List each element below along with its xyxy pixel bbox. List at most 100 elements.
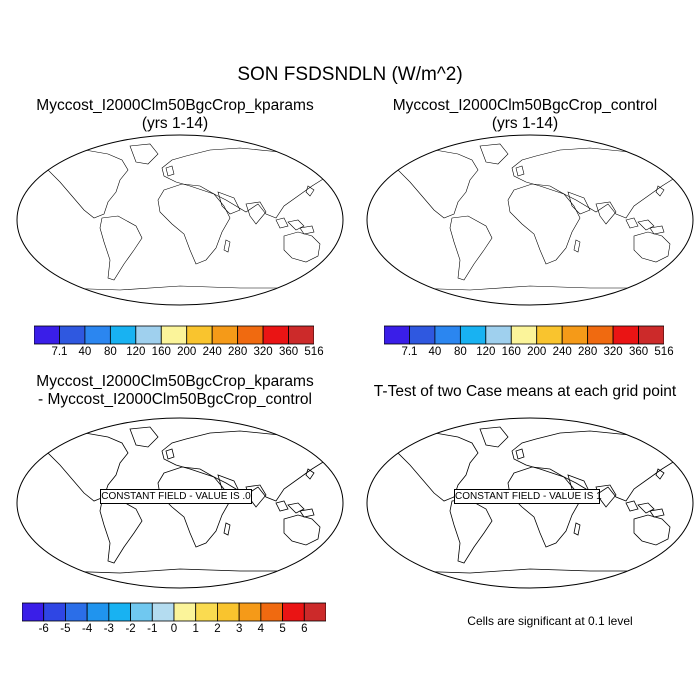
colorbar-top-right-label: 80	[453, 346, 467, 358]
colorbar-top-right-label: 516	[654, 346, 674, 358]
colorbar-bottom-label: 4	[257, 623, 265, 635]
colorbar-top-left-label: 7.1	[51, 346, 68, 358]
colorbar-top-left-box-5	[160, 325, 188, 345]
colorbar-top-left-box-10	[288, 325, 314, 345]
panel3-coastlines	[17, 426, 343, 588]
panel2-title: Myccost_I2000Clm50BgcCrop_control (yrs 1…	[350, 97, 700, 133]
panel3-constant-field-label: CONSTANT FIELD - VALUE IS .0	[100, 489, 252, 504]
colorbar-bottom-box-4	[108, 602, 131, 622]
colorbar-top-right-label: 360	[628, 346, 649, 358]
panel1-globe-outline	[16, 134, 344, 306]
panel1-title-line1: Myccost_I2000Clm50BgcCrop_kparams	[36, 97, 314, 114]
colorbar-bottom-labels: -6 -5 -4 -3 -2 -1 0 1 2 3 4 5 6	[22, 623, 326, 639]
panel4-globe-outline	[366, 417, 694, 589]
colorbar-top-left-label: 120	[126, 346, 146, 358]
colorbar-top-right-label: 240	[552, 346, 572, 358]
colorbar-top-right-box-0	[384, 325, 410, 345]
colorbar-top-left-label: 80	[103, 346, 117, 358]
colorbar-top-right-box-8	[587, 325, 614, 345]
colorbar-top-right-labels: 7.1 40 80 120 160 200 240 280 320 360 516	[384, 346, 673, 362]
colorbar-top-right-box-1	[409, 325, 436, 345]
colorbar-top-right-box-5	[510, 325, 538, 345]
colorbar-bottom-label: -1	[147, 623, 158, 635]
colorbar-bottom-box-13	[303, 602, 326, 622]
colorbar-bottom-box-0	[22, 602, 45, 622]
colorbar-bottom-box-8	[195, 602, 218, 622]
colorbar-top-left-box-6	[186, 325, 213, 345]
colorbar-top-right-box-4	[485, 325, 512, 345]
colorbar-top-right-box-6	[536, 325, 563, 345]
colorbar-bottom-box-6	[151, 602, 175, 622]
panel3-title: Myccost_I2000Clm50BgcCrop_kparams - Mycc…	[0, 373, 350, 409]
panel2-land-field	[367, 143, 693, 305]
colorbar-top-right-box-9	[612, 325, 639, 345]
colorbar-top-right	[384, 325, 664, 345]
colorbar-top-right-label: 40	[428, 346, 442, 358]
colorbar-top-left-box-0	[34, 325, 60, 345]
colorbar-top-left-label: 40	[78, 346, 92, 358]
colorbar-bottom-label: -4	[82, 623, 93, 635]
colorbar-top-right-box-2	[434, 325, 461, 345]
colorbar-bottom-label: 0	[170, 623, 178, 635]
panel3-title-line1: Myccost_I2000Clm50BgcCrop_kparams	[36, 373, 314, 390]
colorbar-top-left-box-8	[237, 325, 264, 345]
colorbar-bottom-box-1	[43, 602, 66, 622]
colorbar-top-left-box-1	[59, 325, 86, 345]
colorbar-top-right-label: 160	[501, 346, 521, 358]
colorbar-top-left-box-2	[84, 325, 111, 345]
colorbar-bottom-label: 6	[301, 623, 308, 635]
colorbar-bottom-box-5	[130, 602, 153, 622]
colorbar-bottom-label: 1	[192, 623, 199, 635]
panel3-title-line2: - Myccost_I2000Clm50BgcCrop_control	[38, 391, 312, 408]
panel3-globe-outline	[16, 417, 344, 589]
panel4-constant-field-label: CONSTANT FIELD - VALUE IS 1	[454, 489, 602, 504]
colorbar-bottom-box-9	[217, 602, 240, 622]
colorbar-top-right-label: 200	[527, 346, 547, 358]
colorbar-top-left-label: 160	[151, 346, 171, 358]
colorbar-top-left	[34, 325, 314, 345]
colorbar-top-left-box-7	[211, 325, 239, 345]
colorbar-top-right-label: 320	[603, 346, 623, 358]
panel4-title-line1: T-Test of two Case means at each grid po…	[373, 383, 677, 400]
colorbar-top-right-box-3	[459, 325, 487, 345]
colorbar-bottom-label: 3	[235, 623, 243, 635]
colorbar-top-left-label: 320	[253, 346, 273, 358]
colorbar-bottom-label: -5	[60, 623, 71, 635]
panel4-title: T-Test of two Case means at each grid po…	[350, 383, 700, 401]
colorbar-top-left-label: 360	[278, 346, 299, 358]
colorbar-top-right-label: 280	[578, 346, 598, 358]
panel1-map	[16, 134, 344, 306]
colorbar-bottom-label: 5	[279, 623, 286, 635]
colorbar-bottom-box-2	[65, 602, 88, 622]
colorbar-bottom-box-10	[238, 602, 262, 622]
colorbar-top-left-label: 240	[202, 346, 222, 358]
colorbar-top-right-box-10	[638, 325, 664, 345]
colorbar-top-left-box-4	[135, 325, 162, 345]
colorbar-bottom-label: 2	[214, 623, 221, 635]
panel2-globe-outline	[366, 134, 694, 306]
colorbar-top-left-labels: 7.1 40 80 120 160 200 240 280 320 360 516	[34, 346, 323, 362]
panel4-map	[366, 417, 694, 589]
panel4-coastlines	[367, 426, 693, 588]
panel2-title-line2: (yrs 1-14)	[491, 115, 559, 132]
colorbar-bottom	[22, 602, 326, 622]
colorbar-top-right-label: 7.1	[401, 346, 418, 358]
colorbar-top-right-box-7	[561, 325, 589, 345]
colorbar-bottom-box-11	[260, 602, 283, 622]
colorbar-top-left-label: 516	[304, 346, 324, 358]
colorbar-bottom-box-7	[173, 602, 197, 622]
panel1-title-line2: (yrs 1-14)	[141, 115, 209, 132]
colorbar-top-left-label: 280	[228, 346, 248, 358]
colorbar-bottom-label: -3	[103, 623, 114, 635]
colorbar-top-left-label: 200	[177, 346, 197, 358]
colorbar-bottom-box-3	[86, 602, 110, 622]
panel2-map	[366, 134, 694, 306]
panel1-land-field	[17, 143, 343, 305]
panel2-title-line1: Myccost_I2000Clm50BgcCrop_control	[392, 97, 658, 114]
colorbar-top-right-label: 120	[476, 346, 496, 358]
panel1-title: Myccost_I2000Clm50BgcCrop_kparams (yrs 1…	[0, 97, 350, 133]
significance-note: Cells are significant at 0.1 level	[467, 614, 633, 628]
main-title: SON FSDSNDLN (W/m^2)	[237, 64, 463, 85]
panel3-map	[16, 417, 344, 589]
colorbar-bottom-label: -6	[38, 623, 49, 635]
